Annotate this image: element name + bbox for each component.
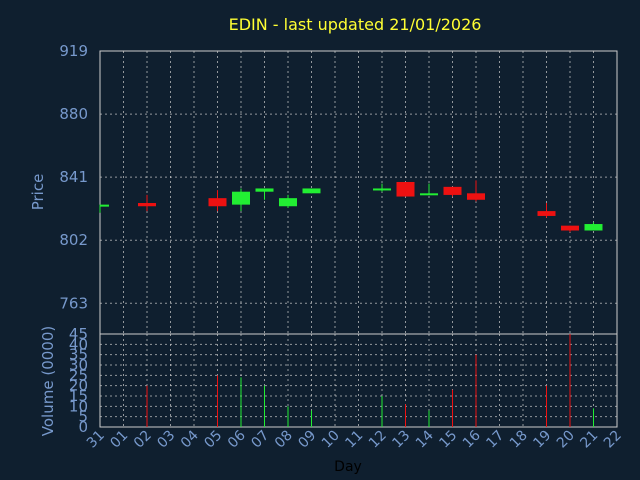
- x-tick-label: 16: [460, 427, 484, 451]
- candle: [584, 222, 603, 231]
- candle: [537, 203, 556, 218]
- volume-tick-label: 40: [69, 335, 88, 353]
- x-tick-label: 22: [601, 428, 625, 452]
- candle-body: [138, 203, 156, 207]
- candle-body: [420, 193, 438, 196]
- price-tick-label: 802: [59, 231, 88, 249]
- x-tick-label: 08: [272, 428, 296, 452]
- volume-tick-label: 5: [78, 408, 88, 426]
- price-tick-label: 880: [59, 105, 88, 123]
- candle: [279, 194, 297, 208]
- x-tick-label: 18: [507, 428, 531, 452]
- x-tick-label: 09: [295, 428, 319, 452]
- x-tick-label: 13: [389, 428, 413, 452]
- candle-body: [396, 181, 415, 197]
- candle: [443, 186, 462, 197]
- candle-body: [561, 225, 579, 231]
- candle-body: [232, 191, 250, 205]
- candle: [396, 181, 415, 197]
- x-tick-label: 17: [483, 428, 507, 452]
- candle: [467, 180, 485, 202]
- candle: [255, 188, 274, 200]
- price-tick-label: 763: [59, 294, 88, 312]
- candle-body: [373, 188, 391, 191]
- volume-tick-label: 30: [69, 356, 88, 374]
- candle: [561, 225, 579, 233]
- x-tick-label: 01: [107, 428, 131, 452]
- volume-axis-label: Volume (0000): [39, 326, 57, 436]
- x-tick-label: 10: [319, 428, 343, 452]
- candle: [99, 204, 109, 213]
- x-tick-label: 15: [436, 428, 460, 452]
- candle: [208, 190, 227, 212]
- candle: [373, 183, 391, 192]
- candle: [302, 188, 321, 194]
- x-tick-label: 12: [366, 428, 390, 452]
- candle-body: [255, 188, 274, 192]
- x-tick-label: 04: [178, 427, 202, 451]
- candle-body: [467, 193, 485, 200]
- price-tick-label: 919: [59, 42, 88, 60]
- volume-tick-label: 45: [69, 325, 88, 343]
- candle-body: [302, 188, 321, 194]
- x-tick-label: 19: [530, 428, 554, 452]
- volume-tick-label: 35: [69, 346, 88, 364]
- x-tick-label: 21: [577, 428, 601, 452]
- volume-tick-label: 10: [69, 397, 88, 415]
- x-tick-label: 03: [154, 428, 178, 452]
- price-axis-label: Price: [29, 174, 47, 211]
- candle-body: [537, 211, 556, 216]
- volume-tick-label: 0: [78, 418, 88, 436]
- x-tick-label: 14: [413, 427, 437, 451]
- x-axis: 31 01 02 03 04 05 06 07 08 09 10 11 12 13 14 15 16 17 18 19…: [84, 427, 625, 451]
- candle-body: [584, 224, 603, 231]
- candle-body: [208, 198, 227, 207]
- x-tick-label: 20: [554, 428, 578, 452]
- volume-tick-label: 15: [69, 387, 88, 405]
- x-tick-label: 02: [131, 428, 155, 452]
- x-tick-label: 05: [201, 428, 225, 452]
- x-axis-label: Day: [334, 459, 362, 475]
- chart-title: EDIN - last updated 21/01/2026: [229, 15, 482, 34]
- x-tick-label: 11: [342, 428, 366, 452]
- volume-tick-label: 20: [69, 377, 88, 395]
- price-panel: 919 880 841 802 763: [59, 42, 618, 335]
- price-tick-label: 841: [59, 168, 88, 186]
- volume-tick-label: 25: [69, 366, 88, 384]
- candle: [138, 194, 156, 212]
- x-tick-label: 06: [225, 427, 249, 451]
- candle-body: [279, 198, 297, 207]
- candle-body: [443, 186, 462, 195]
- candle: [232, 188, 250, 212]
- candle: [420, 183, 438, 196]
- x-tick-label: 07: [248, 428, 272, 452]
- candle-body: [100, 204, 109, 207]
